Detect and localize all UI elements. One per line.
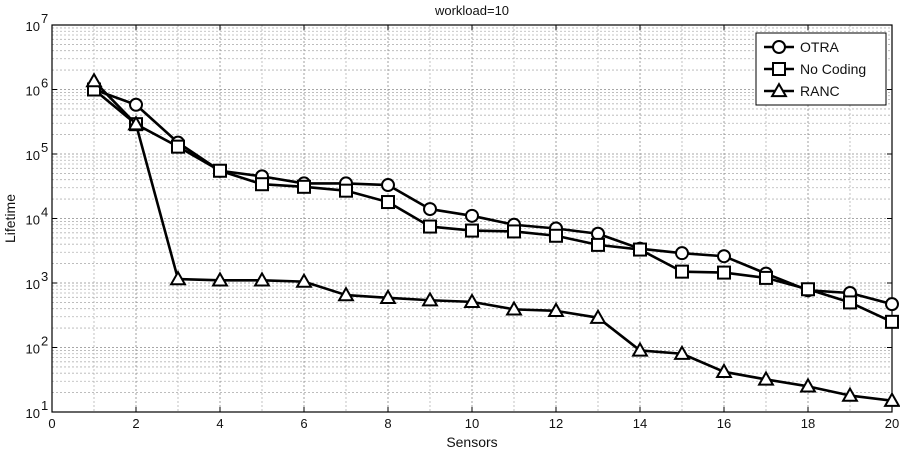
square-marker — [213, 163, 227, 178]
x-tick-label: 6 — [300, 416, 307, 431]
x-tick-label: 14 — [633, 416, 647, 431]
triangle-marker — [337, 286, 355, 302]
triangle-marker — [757, 370, 775, 386]
triangle-marker — [127, 115, 145, 131]
triangle-marker — [169, 270, 187, 286]
square-marker — [801, 282, 815, 297]
triangle-marker — [253, 271, 271, 287]
legend-label: RANC — [800, 83, 840, 99]
circle-marker — [675, 246, 689, 261]
grid — [51, 25, 893, 413]
x-tick-label: 4 — [216, 416, 223, 431]
triangle-marker — [295, 272, 313, 288]
x-tick-label: 0 — [48, 416, 55, 431]
x-tick-label: 2 — [132, 416, 139, 431]
circle-marker — [381, 178, 395, 193]
circle-marker — [465, 208, 479, 223]
legend-item: No Coding — [764, 61, 866, 77]
x-tick-label: 10 — [465, 416, 479, 431]
triangle-marker — [883, 391, 900, 407]
triangle-marker — [673, 344, 691, 360]
square-marker — [507, 224, 521, 239]
chart-title: workload=10 — [434, 3, 509, 18]
legend: OTRA No Coding RANC — [755, 32, 887, 106]
square-marker — [717, 265, 731, 280]
square-marker — [381, 195, 395, 210]
y-tick-exponent: 5 — [41, 140, 48, 155]
y-tick-exponent: 4 — [41, 205, 48, 220]
y-tick-label: 10 — [26, 277, 40, 292]
square-marker — [675, 264, 689, 279]
y-tick-exponent: 2 — [41, 334, 48, 349]
y-tick-label: 10 — [26, 213, 40, 228]
triangle-marker — [85, 72, 103, 88]
y-tick-label: 10 — [26, 406, 40, 421]
x-tick-label: 20 — [885, 416, 899, 431]
triangle-marker — [421, 291, 439, 307]
triangle-marker — [505, 300, 523, 316]
square-marker — [759, 270, 773, 285]
series-ranc — [85, 72, 900, 407]
x-tick-label: 8 — [384, 416, 391, 431]
square-marker — [255, 177, 269, 192]
y-tick-exponent: 1 — [41, 398, 48, 413]
square-marker — [171, 139, 185, 154]
triangle-marker — [211, 271, 229, 287]
legend-label: No Coding — [800, 61, 866, 77]
circle-marker — [423, 202, 437, 217]
triangle-marker — [799, 377, 817, 393]
y-tick-label: 10 — [26, 342, 40, 357]
square-marker — [772, 62, 786, 76]
square-marker — [339, 183, 353, 198]
triangle-marker — [631, 341, 649, 357]
square-marker — [549, 228, 563, 243]
triangle-marker — [589, 308, 607, 324]
legend-item: RANC — [764, 82, 840, 99]
square-marker — [633, 242, 647, 257]
x-tick-label: 12 — [549, 416, 563, 431]
series-no-coding — [87, 82, 899, 329]
square-marker — [885, 314, 899, 329]
y-axis-label: Lifetime — [2, 194, 18, 243]
x-tick-label: 18 — [801, 416, 815, 431]
circle-marker — [717, 249, 731, 264]
triangle-marker — [547, 301, 565, 318]
circle-marker — [129, 97, 143, 112]
circle-marker — [885, 297, 899, 312]
triangle-marker — [463, 292, 481, 309]
square-marker — [591, 237, 605, 252]
series-otra — [87, 82, 899, 312]
series-line — [93, 80, 893, 402]
square-marker — [843, 295, 857, 310]
data-series — [85, 72, 900, 407]
series-line — [93, 88, 893, 324]
legend-label: OTRA — [800, 39, 840, 55]
y-tick-label: 10 — [26, 148, 40, 163]
x-tick-label: 16 — [717, 416, 731, 431]
y-tick-exponent: 3 — [41, 269, 48, 284]
circle-marker — [772, 40, 786, 54]
square-marker — [465, 223, 479, 238]
y-tick-label: 10 — [26, 19, 40, 34]
triangle-marker — [379, 288, 397, 304]
y-tick-exponent: 7 — [41, 11, 48, 26]
y-tick-label: 10 — [26, 84, 40, 99]
triangle-marker — [715, 362, 733, 378]
square-marker — [423, 219, 437, 234]
y-tick-exponent: 6 — [41, 76, 48, 91]
x-axis-label: Sensors — [446, 434, 497, 450]
triangle-marker — [770, 82, 788, 98]
legend-item: OTRA — [764, 39, 840, 55]
square-marker — [297, 179, 311, 194]
triangle-marker — [841, 386, 859, 402]
x-axis-ticks: 0 2 4 6 8 10 12 14 16 18 20 — [48, 25, 899, 431]
